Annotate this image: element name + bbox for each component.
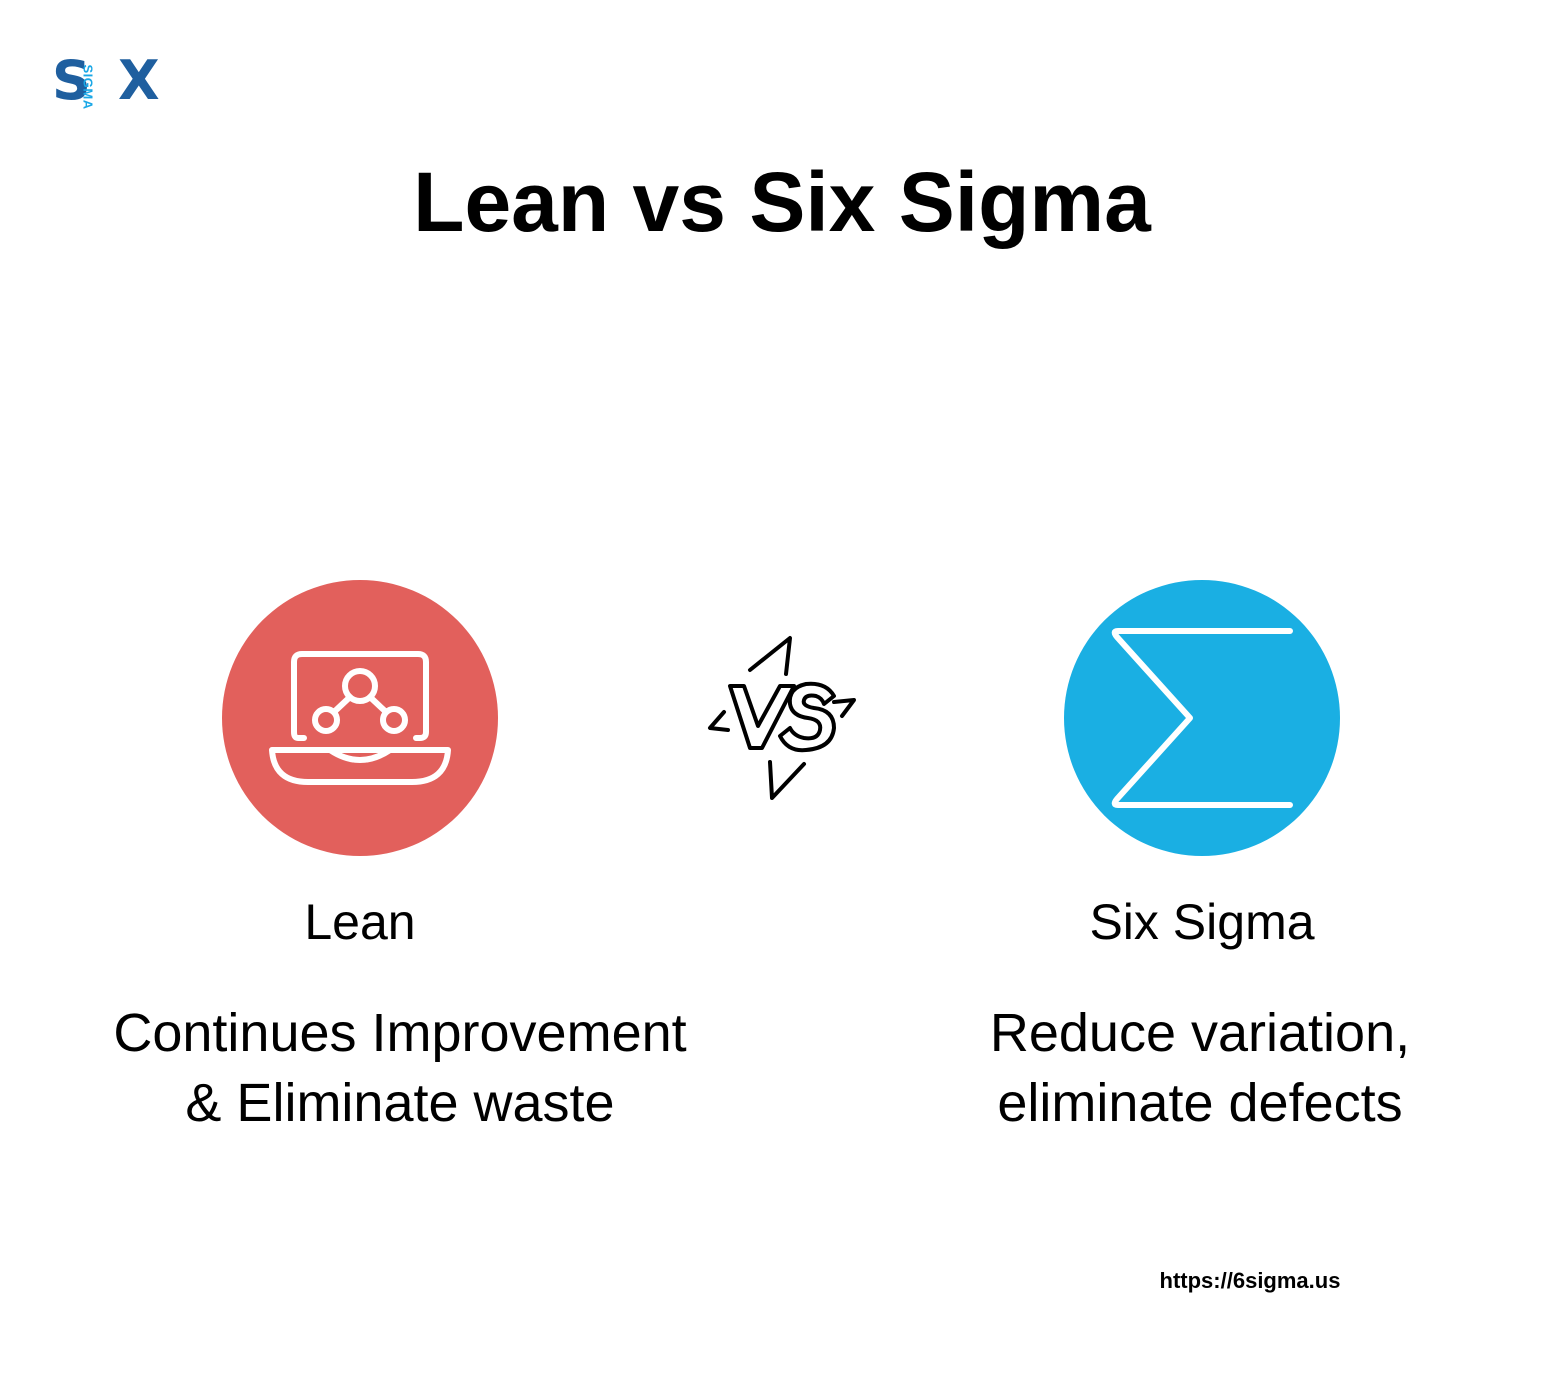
six-sigma-description-line: eliminate defects xyxy=(997,1073,1403,1133)
six-sigma-logo[interactable]: S SIGMA X xyxy=(52,50,172,114)
lean-description-line: Continues Improvement xyxy=(113,1003,687,1063)
logo-letter-x: X xyxy=(118,49,160,112)
six-sigma-description-line: Reduce variation, xyxy=(989,1003,1411,1063)
lean-description-line: & Eliminate waste xyxy=(185,1073,615,1133)
logo-sigma-text: SIGMA xyxy=(80,64,96,110)
lean-description: Continues Improvement & Eliminate waste xyxy=(60,998,740,1138)
lean-circle xyxy=(222,580,498,856)
website-url[interactable]: https://6sigma.us xyxy=(1159,1268,1341,1293)
six-sigma-circle xyxy=(1064,580,1340,856)
six-sigma-description: Reduce variation, eliminate defects xyxy=(920,998,1480,1138)
page-title: Lean vs Six Sigma xyxy=(413,155,1151,249)
vs-lightning-icon xyxy=(700,630,864,810)
laptop-network-icon xyxy=(269,651,451,785)
lean-label: Lean xyxy=(304,894,416,950)
sigma-icon xyxy=(1111,628,1293,808)
six-sigma-label: Six Sigma xyxy=(1089,894,1315,950)
logo-letter-s: S xyxy=(52,49,91,112)
